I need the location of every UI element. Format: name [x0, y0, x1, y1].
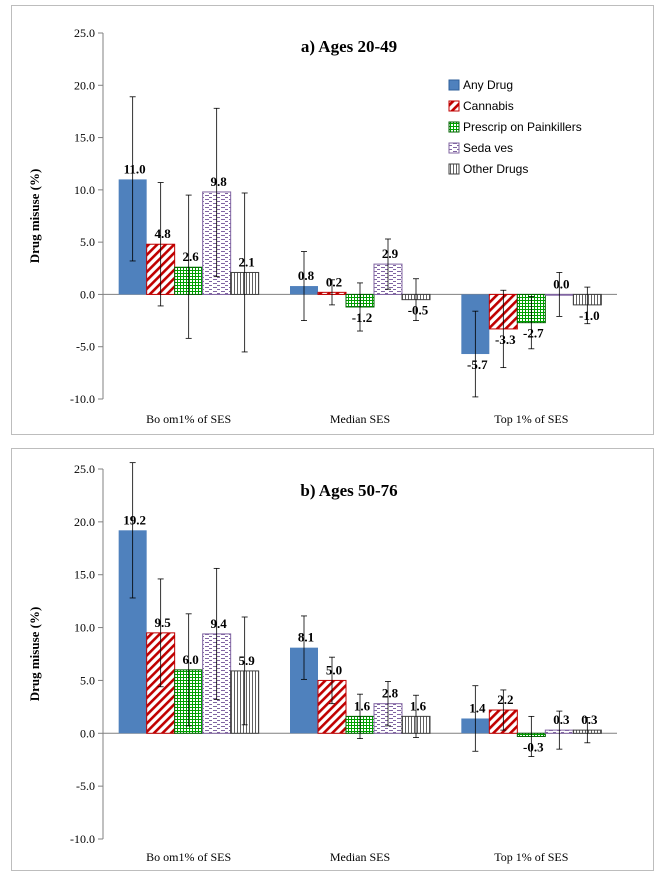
data-label: -0.5 [408, 303, 429, 318]
data-label: 0.3 [581, 712, 598, 727]
data-label: -2.7 [523, 326, 544, 341]
y-tick-label: 25.0 [74, 462, 95, 476]
data-label: 0.2 [326, 274, 342, 289]
legend-swatch-other-drugs [449, 164, 459, 174]
category-label: Top 1% of SES [494, 412, 568, 426]
category-label: Bo om1% of SES [146, 850, 231, 864]
category-label: Median SES [330, 850, 390, 864]
data-label: -5.7 [467, 357, 488, 372]
y-tick-label: 0.0 [80, 287, 95, 301]
chart-a-svg: -10.0 -5.0 0.0 5.0 10.0 15.0 20.0 25.0 Drug misu… [12, 6, 653, 434]
data-label: 1.6 [354, 698, 371, 713]
data-label: 1.6 [410, 698, 427, 713]
data-label: 0.0 [553, 276, 569, 291]
data-label: 9.5 [155, 615, 172, 630]
chart-panel-ages-20-49: -10.0 -5.0 0.0 5.0 10.0 15.0 20.0 25.0 Drug misu… [11, 5, 654, 435]
data-label: 2.8 [382, 686, 399, 701]
legend-swatch-prescrip-on-painkillers [449, 122, 459, 132]
y-axis-title: Drug misuse (%) [27, 169, 42, 264]
data-label: 2.9 [382, 246, 399, 261]
legend-swatch-any-drug [449, 80, 459, 90]
data-label: 19.2 [123, 512, 146, 527]
y-tick-label: -10.0 [70, 392, 95, 406]
y-tick-label: 25.0 [74, 26, 95, 40]
data-label: 1.4 [469, 700, 486, 715]
data-label: 2.1 [239, 254, 255, 269]
data-label: 9.4 [211, 616, 228, 631]
data-label: -3.3 [495, 332, 516, 347]
y-tick-label: 15.0 [74, 568, 95, 582]
legend-label-seda-ves: Seda ves [463, 141, 513, 155]
data-label: 6.0 [183, 652, 199, 667]
data-label: 0.8 [298, 268, 315, 283]
data-label: 0.3 [553, 712, 570, 727]
data-label: 4.8 [155, 226, 172, 241]
y-tick-label: 5.0 [80, 235, 95, 249]
y-tick-label: 20.0 [74, 78, 95, 92]
y-tick-label: 15.0 [74, 131, 95, 145]
data-label: 5.9 [239, 653, 256, 668]
legend-label-other-drugs: Other Drugs [463, 162, 528, 176]
data-label: -0.3 [523, 739, 544, 754]
legend-swatch-seda-ves [449, 143, 459, 153]
category-label: Bo om1% of SES [146, 412, 231, 426]
y-tick-label: -5.0 [76, 779, 95, 793]
legend-swatch-cannabis [449, 101, 459, 111]
y-tick-label: -10.0 [70, 832, 95, 846]
data-label: -1.2 [352, 310, 373, 325]
y-tick-label: 20.0 [74, 515, 95, 529]
legend-label-any-drug: Any Drug [463, 78, 513, 92]
y-tick-label: 10.0 [74, 621, 95, 635]
chart-title: a) Ages 20-49 [301, 37, 397, 56]
category-label: Median SES [330, 412, 390, 426]
data-label: 5.0 [326, 662, 342, 677]
category-label: Top 1% of SES [494, 850, 568, 864]
y-tick-label: -5.0 [76, 340, 95, 354]
legend-label-cannabis: Cannabis [463, 99, 514, 113]
data-label: 2.6 [183, 249, 200, 264]
data-label: -1.0 [579, 308, 600, 323]
data-label: 11.0 [124, 161, 146, 176]
y-tick-label: 10.0 [74, 183, 95, 197]
data-label: 8.1 [298, 630, 314, 645]
y-tick-label: 5.0 [80, 673, 95, 687]
chart-b-svg: -10.0 -5.0 0.0 5.0 10.0 15.0 20.0 25.0 Drug misu… [12, 449, 653, 870]
data-label: 2.2 [497, 692, 513, 707]
y-axis-title: Drug misuse (%) [27, 607, 42, 702]
legend-label-prescrip-on-painkillers: Prescrip on Painkillers [463, 120, 582, 134]
chart-panel-ages-50-76: -10.0 -5.0 0.0 5.0 10.0 15.0 20.0 25.0 Drug misu… [11, 448, 654, 871]
chart-title: b) Ages 50-76 [300, 481, 397, 500]
data-label: 9.8 [211, 174, 228, 189]
y-tick-label: 0.0 [80, 726, 95, 740]
